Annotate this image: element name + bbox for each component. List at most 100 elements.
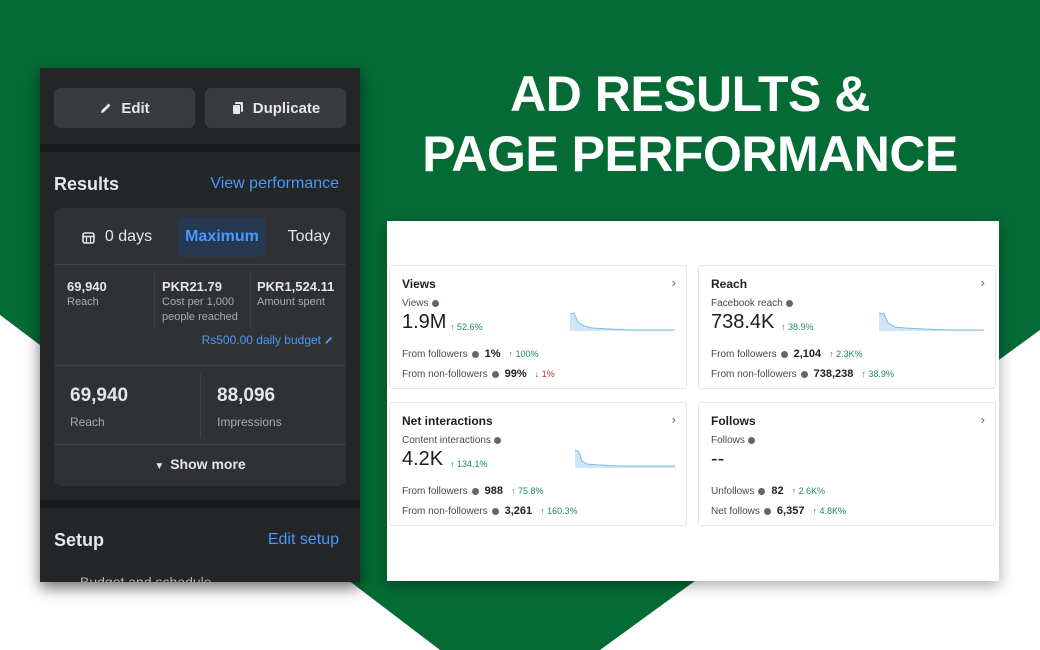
info-icon[interactable] (758, 487, 766, 495)
duplicate-button[interactable]: Duplicate (205, 88, 346, 128)
reach-total-label: Reach (70, 415, 105, 429)
non-followers-row: From non-followers 738,238 ↑ 38.9% (711, 368, 894, 380)
chevron-right-icon[interactable]: › (671, 412, 676, 427)
row-change: ↑ 75.8% (510, 486, 544, 496)
card-title: Reach (711, 277, 748, 291)
metric-change: ↑ 38.9% (781, 322, 814, 332)
net-interactions-card[interactable]: Net interactions › Content interactions … (389, 402, 687, 526)
metric-change-value: 134.1% (457, 459, 488, 469)
row-change-value: 75.8% (517, 486, 544, 496)
followers-row: From followers 988 ↑ 75.8% (402, 485, 543, 497)
row-change: ↑ 2.3K% (829, 349, 863, 359)
edit-setup-link[interactable]: Edit setup (267, 531, 339, 548)
row-label: From non-followers (402, 505, 488, 517)
edit-button-label: Edit (121, 99, 150, 117)
metric-label: Follows (711, 435, 755, 446)
divider (54, 264, 346, 265)
row-change: ↑ 2.6K% (791, 486, 826, 496)
metric-value: 4.2K (402, 448, 444, 470)
amount-spent-value: PKR1,524.11 (257, 279, 335, 294)
metric-label-text: Follows (711, 435, 745, 446)
metric-change: ↑ 134.1% (450, 459, 488, 469)
card-title: Follows (711, 414, 756, 428)
info-icon[interactable] (785, 300, 793, 307)
duplicate-icon (231, 102, 243, 115)
row-change: ↑ 100% (508, 349, 539, 359)
row-value: 82 (771, 485, 784, 497)
info-icon[interactable] (471, 487, 479, 495)
chevron-right-icon[interactable]: › (980, 412, 985, 427)
row-change-value: 160.3% (547, 506, 578, 516)
metric-label-text: Content interactions (402, 435, 491, 446)
divider (54, 444, 346, 445)
info-icon[interactable] (493, 437, 501, 444)
calendar-icon (82, 231, 95, 244)
cost-per-1000-label-line1: Cost per 1,000 (162, 296, 235, 308)
row-label: From followers (711, 348, 777, 360)
row-label: Unfollows (711, 485, 755, 497)
metric-change-value: 38.9% (788, 322, 814, 332)
divider (54, 365, 346, 366)
row-label: From non-followers (402, 368, 488, 380)
info-icon[interactable] (780, 350, 788, 358)
pencil-icon (101, 103, 111, 113)
unfollows-row: Unfollows 82 ↑ 2.6K% (711, 485, 825, 497)
chevron-right-icon[interactable]: › (671, 275, 676, 290)
amount-spent-label: Amount spent (257, 296, 325, 308)
views-sparkline (570, 312, 675, 331)
row-value: 1% (484, 348, 501, 360)
row-label: From followers (402, 348, 468, 360)
non-followers-row: From non-followers 3,261 ↑ 160.3% (402, 505, 578, 517)
row-change-value: 2.3K% (836, 349, 863, 359)
info-icon[interactable] (763, 507, 771, 515)
show-more-button[interactable]: ▼ Show more (54, 456, 346, 472)
metric-label: Views (402, 298, 439, 309)
results-title: Results (54, 174, 120, 194)
views-card[interactable]: Views › Views 1.9M ↑ 52.6% From follower… (389, 265, 687, 389)
date-option-today[interactable]: Today (287, 228, 331, 245)
metric-value: -- (711, 448, 725, 470)
date-option-0-days[interactable]: 0 days (74, 217, 160, 257)
results-card: 0 days Maximum Today 69,940 Reach PKR21.… (54, 208, 346, 486)
budget-and-schedule-label: Budget and schedule (80, 574, 212, 582)
row-change: ↓ 1% (534, 369, 555, 379)
metric-value: 738.4K (711, 311, 775, 333)
divider (250, 274, 251, 326)
divider (154, 274, 155, 326)
pencil-icon (325, 336, 333, 344)
metric-change-value: 52.6% (457, 322, 483, 332)
row-value: 2,104 (793, 348, 822, 360)
metric-value: 1.9M (402, 311, 447, 333)
chevron-right-icon[interactable]: › (980, 275, 985, 290)
info-icon[interactable] (491, 370, 499, 378)
edit-button[interactable]: Edit (54, 88, 195, 128)
info-icon[interactable] (491, 507, 499, 515)
section-divider (40, 500, 360, 508)
date-option-maximum[interactable]: Maximum (178, 217, 266, 257)
info-icon[interactable] (431, 300, 439, 307)
reach-sparkline (879, 312, 984, 331)
card-title: Views (402, 277, 436, 291)
row-change: ↑ 4.8K% (812, 506, 846, 516)
row-value: 738,238 (813, 368, 854, 380)
follows-card[interactable]: Follows › Follows -- Unfollows 82 ↑ 2.6K% … (698, 402, 996, 526)
row-change-value: 2.6K% (798, 486, 826, 496)
cost-per-1000-value: PKR21.79 (162, 279, 222, 294)
view-performance-link[interactable]: View performance (210, 175, 339, 192)
headline: AD RESULTS & PAGE PERFORMANCE (420, 64, 960, 184)
row-label: Net follows (711, 505, 760, 517)
interactions-sparkline (575, 449, 675, 468)
section-divider (40, 144, 360, 152)
reach-card[interactable]: Reach › Facebook reach 738.4K ↑ 38.9% Fr… (698, 265, 996, 389)
row-change-value: 4.8K% (819, 506, 846, 516)
info-icon[interactable] (800, 370, 808, 378)
metric-label: Facebook reach (711, 298, 793, 309)
metric-label-text: Facebook reach (711, 298, 783, 309)
info-icon[interactable] (471, 350, 479, 358)
followers-row: From followers 2,104 ↑ 2.3K% (711, 348, 863, 360)
info-icon[interactable] (747, 437, 755, 444)
metric-label: Content interactions (402, 435, 501, 446)
daily-budget-link[interactable]: Rs500.00 daily budget (202, 333, 334, 347)
row-change-value: 100% (515, 349, 539, 359)
non-followers-row: From non-followers 99% ↓ 1% (402, 368, 555, 380)
